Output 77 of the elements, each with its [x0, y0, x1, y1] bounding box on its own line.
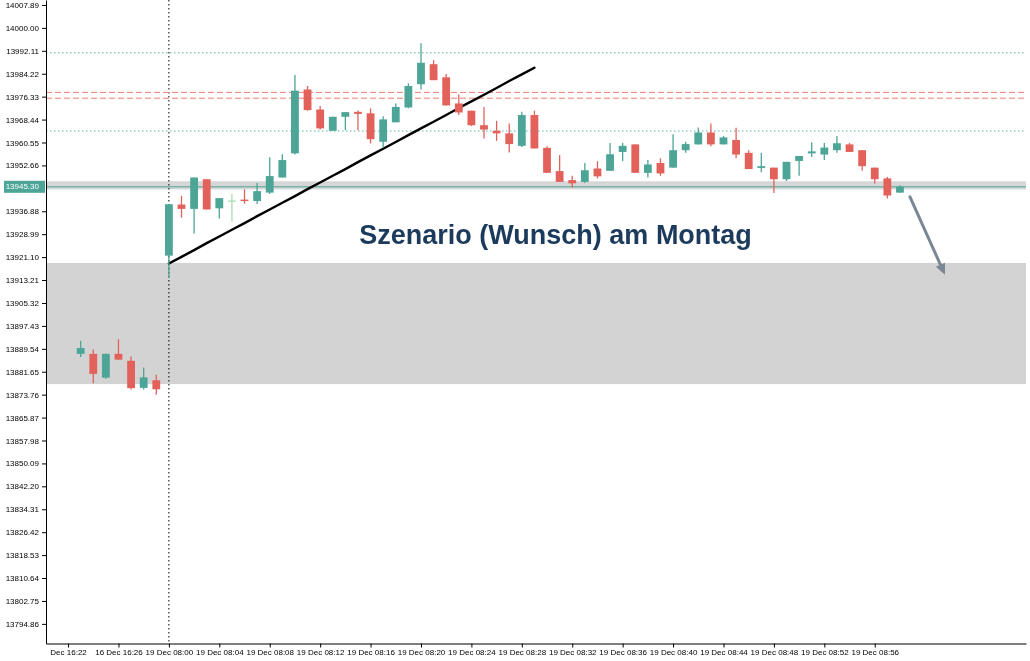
candlestick	[618, 142, 627, 162]
y-tick-label: 13881.65	[5, 367, 40, 377]
x-tick-label: Dec 16:22	[50, 648, 88, 658]
x-tick-label: 19 Dec 08:40	[649, 648, 698, 658]
y-tick-label: 13857.98	[5, 436, 40, 446]
x-tick-label: 16 Dec 16:26	[95, 648, 144, 658]
y-tick-label: 13921.10	[5, 253, 40, 263]
candlestick	[215, 197, 224, 220]
candlestick	[114, 338, 123, 361]
candlestick	[669, 133, 677, 169]
y-tick-label: 13992.11	[6, 46, 40, 56]
y-tick-label: 14000.00	[5, 23, 40, 33]
candlestick	[480, 106, 488, 140]
candlestick	[454, 93, 463, 116]
y-tick-label: 13834.31	[5, 505, 40, 515]
y-tick-label: 13936.88	[5, 207, 40, 217]
x-tick-label: 19 Dec 08:52	[801, 648, 850, 658]
x-tick-label: 19 Dec 08:08	[246, 648, 295, 658]
candlestick	[404, 82, 413, 110]
y-tick-label: 13952.66	[5, 161, 40, 171]
candlestick	[341, 111, 350, 131]
y-tick-label: 13873.76	[5, 390, 40, 400]
candlestick	[152, 374, 161, 396]
candlestick	[101, 353, 110, 380]
candlestick	[89, 348, 98, 384]
candlestick	[278, 153, 287, 179]
candlestick	[316, 105, 325, 131]
candlestick	[606, 142, 614, 172]
y-tick-label: 13826.42	[5, 528, 40, 538]
candlestick	[795, 155, 804, 177]
candlestick	[858, 149, 867, 172]
x-tick-label: 19 Dec 08:48	[750, 648, 799, 658]
annotation: Szenario (Wunsch) am Montag	[359, 219, 752, 250]
x-tick-label: 19 Dec 08:36	[599, 648, 648, 658]
candlestick	[770, 166, 778, 194]
candlestick	[555, 154, 564, 183]
x-tick-label: 19 Dec 08:16	[347, 648, 396, 658]
candlestick	[139, 366, 148, 391]
candlestick	[228, 193, 236, 223]
y-tick-label: 13968.44	[5, 115, 40, 125]
candlestick	[883, 176, 892, 200]
candlestick	[505, 122, 514, 154]
candlestick	[379, 115, 388, 149]
x-tick-label: 19 Dec 08:12	[296, 648, 345, 658]
x-tick-label: 19 Dec 08:28	[498, 648, 547, 658]
candlestick	[580, 162, 589, 184]
x-tick-label: 19 Dec 08:24	[448, 648, 497, 658]
ref-line-label: 13945.30	[5, 182, 40, 192]
candlestick	[303, 85, 312, 112]
y-tick-label: 13810.64	[5, 574, 40, 584]
candlestick	[706, 122, 715, 147]
x-tick-label: 19 Dec 08:04	[196, 648, 245, 658]
y-tick-label: 13794.86	[5, 619, 40, 629]
x-tick-label: 19 Dec 08:00	[145, 648, 194, 658]
x-tick-label: 19 Dec 08:32	[548, 648, 598, 658]
y-tick-label: 13928.99	[5, 230, 40, 240]
y-tick-label: 13960.55	[5, 138, 40, 148]
y-tick-label: 13865.87	[5, 413, 40, 423]
candlestick	[732, 127, 740, 159]
y-tick-label: 13889.54	[5, 344, 40, 354]
y-tick-label: 13913.21	[5, 276, 40, 286]
candlestick	[833, 135, 841, 154]
y-tick-label: 14007.89	[5, 1, 40, 11]
y-tick-label: 13897.43	[5, 321, 40, 331]
candlestick	[757, 152, 766, 173]
y-tick-label: 13850.09	[5, 459, 40, 469]
candlestick	[417, 42, 425, 91]
x-tick-label: 19 Dec 08:20	[397, 648, 446, 658]
y-tick-label: 13976.33	[5, 92, 40, 102]
x-tick-label: 19 Dec 08:44	[700, 648, 749, 658]
candlestick	[354, 109, 362, 131]
y-tick-label: 13984.22	[5, 69, 40, 79]
y-tick-label: 13905.32	[5, 299, 40, 309]
y-tick-label: 13802.75	[5, 597, 40, 606]
y-tick-label: 13818.53	[5, 551, 40, 561]
y-tick-label: 13842.20	[5, 482, 40, 492]
x-tick-label: 19 Dec 08:56	[851, 648, 900, 658]
